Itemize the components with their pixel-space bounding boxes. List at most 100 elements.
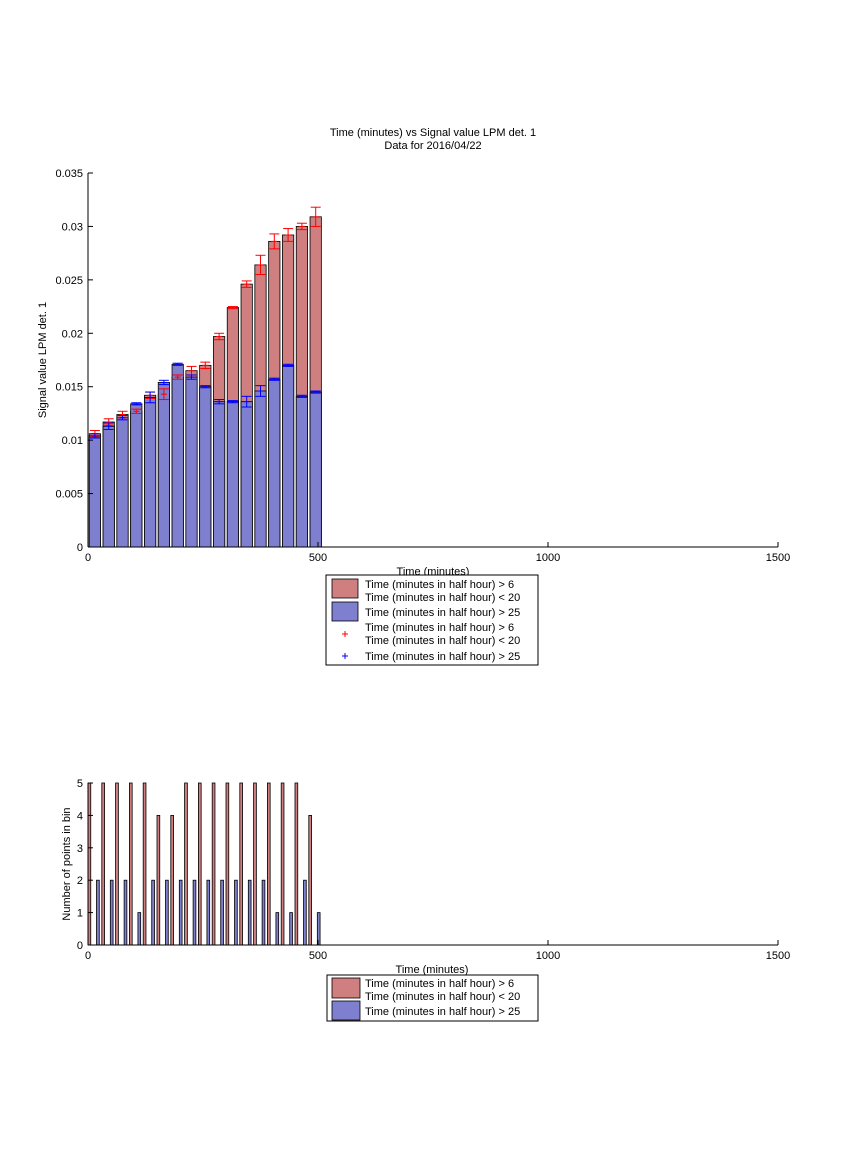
chart2-legend: Time (minutes in half hour) > 6 Time (mi… bbox=[326, 974, 539, 1022]
chart1-y-tick-label: 0.03 bbox=[62, 221, 83, 233]
chart1-bar-blue bbox=[268, 378, 281, 548]
chart1-bar-blue bbox=[130, 403, 143, 548]
chart1-errorbar-blue bbox=[255, 385, 266, 397]
chart1-errorbar-red bbox=[200, 361, 211, 370]
chart2-bar-blue bbox=[109, 879, 114, 946]
chart1-y-tick-label: 0.005 bbox=[55, 489, 83, 501]
chart1-x-tick-label: 1500 bbox=[766, 552, 790, 564]
chart2-bar-blue bbox=[303, 879, 307, 946]
chart2-legend-swatch-blue bbox=[331, 1000, 361, 1021]
chart1-errorbar-red bbox=[296, 222, 307, 231]
chart2-x-tick-label: 1000 bbox=[536, 950, 560, 962]
chart1-y-tick-label: 0.02 bbox=[62, 328, 83, 340]
chart2-bar-red bbox=[142, 782, 147, 946]
chart1-errorbar-red bbox=[172, 374, 183, 380]
chart2-bar-blue bbox=[123, 879, 128, 946]
chart1-bar-blue bbox=[240, 401, 253, 548]
chart2-bar-red bbox=[253, 782, 257, 946]
chart1-errorbar-blue bbox=[158, 379, 169, 386]
chart2-bar-red bbox=[211, 782, 216, 946]
chart1-bar-blue bbox=[282, 364, 295, 548]
chart1-y-tick-label: 0.015 bbox=[55, 382, 83, 394]
chart2-bar-red bbox=[170, 815, 174, 946]
chart1-y-tick-label: 0.01 bbox=[62, 435, 83, 447]
chart2-bar-blue bbox=[96, 879, 100, 946]
chart2-bar-blue bbox=[220, 879, 224, 946]
chart2-bar-blue bbox=[178, 879, 183, 946]
chart1-bars bbox=[88, 216, 322, 548]
chart1-bar-blue bbox=[88, 435, 101, 548]
chart2-y-tick-label: 1 bbox=[77, 908, 83, 920]
chart2-legend-label-blue: Time (minutes in half hour) > 25 bbox=[365, 1006, 520, 1018]
chart1-legend-label-red: Time (minutes in half hour) > 6 bbox=[365, 579, 514, 591]
chart1-legend-label-blue: Time (minutes in half hour) > 25 bbox=[365, 607, 520, 619]
chart2-bar-blue bbox=[165, 879, 169, 946]
chart1-legend-swatch-red bbox=[331, 578, 359, 599]
chart1-errorbar-blue bbox=[227, 400, 238, 404]
chart2-bar-red bbox=[280, 782, 285, 946]
chart1-bar-blue bbox=[102, 425, 115, 548]
chart2-axes: 0 500 1000 1500 0 1 2 3 4 5 bbox=[77, 778, 790, 962]
chart2-legend-swatch-red bbox=[331, 977, 361, 999]
chart2-x-tick-label: 0 bbox=[85, 950, 91, 962]
chart1-errorbar-red bbox=[158, 388, 169, 401]
chart1-legend-marker-label-blue: Time (minutes in half hour) > 25 bbox=[365, 651, 520, 663]
chart2-x-tick-label: 1500 bbox=[766, 950, 790, 962]
chart2-x-tick-label: 500 bbox=[309, 950, 327, 962]
chart2-bar-red bbox=[197, 782, 202, 946]
chart2-y-tick-label: 3 bbox=[77, 843, 83, 855]
chart1-errorbar-blue bbox=[200, 385, 211, 389]
chart2-y-tick-label: 2 bbox=[77, 875, 83, 887]
chart1-bar-blue bbox=[213, 401, 226, 548]
chart1-legend-marker-label-red-line2: Time (minutes in half hour) < 20 bbox=[365, 635, 520, 647]
chart2-bars bbox=[87, 782, 321, 946]
chart2-y-tick-label: 0 bbox=[77, 940, 83, 952]
chart1-errorbar-blue bbox=[117, 415, 128, 421]
chart2-bar-red bbox=[115, 782, 119, 946]
chart2-y-tick-label: 4 bbox=[77, 810, 83, 822]
chart2-legend-box bbox=[326, 974, 539, 1022]
chart1-errorbar-blue bbox=[103, 422, 114, 430]
chart1-errorbar-red bbox=[269, 233, 280, 250]
chart1-bar-blue bbox=[254, 390, 267, 548]
chart2-bar-red bbox=[294, 782, 299, 946]
chart1-errorbar-blue bbox=[310, 390, 321, 394]
chart1-errorbar-blue bbox=[186, 374, 197, 380]
chart2-bar-blue bbox=[261, 879, 266, 946]
chart2-bar-blue bbox=[247, 879, 252, 946]
chart2-bar-red bbox=[225, 782, 230, 946]
chart1-bar-blue bbox=[199, 386, 212, 548]
chart1-legend-box bbox=[325, 574, 539, 666]
chart1-legend-marker-blue bbox=[342, 653, 348, 659]
chart1-errorbar-red bbox=[310, 206, 321, 227]
chart1-y-tick-label: 0.035 bbox=[55, 168, 83, 180]
chart2-bar-blue bbox=[137, 912, 142, 946]
chart2-legend-label-red-line2: Time (minutes in half hour) < 20 bbox=[365, 991, 520, 1003]
chart1-errorbar-red bbox=[214, 332, 225, 341]
chart1-axes: 0 500 1000 1500 0 0.005 0.01 0.015 0.02 0.025 0.03… bbox=[55, 168, 790, 564]
chart1-bar-blue bbox=[144, 396, 157, 548]
chart1-bar-blue bbox=[185, 376, 198, 548]
chart2-bar-blue bbox=[151, 879, 155, 946]
chart1-errorbar-blue bbox=[89, 433, 100, 439]
chart1-legend-marker-label-red: Time (minutes in half hour) > 6 bbox=[365, 622, 514, 634]
chart2-bar-blue bbox=[192, 879, 197, 946]
chart1-errorbar-blue bbox=[283, 363, 294, 367]
chart1-legend-swatch-blue bbox=[331, 601, 359, 622]
chart1-errorbar-blue bbox=[296, 394, 307, 398]
chart1-bar-blue bbox=[226, 401, 239, 548]
chart2-bar-red bbox=[156, 815, 161, 946]
chart2-bar-red bbox=[184, 782, 188, 946]
chart1-title: Time (minutes) vs Signal value LPM det. … bbox=[330, 127, 536, 139]
chart1-bar-blue bbox=[171, 363, 184, 548]
chart1-errorbar-red bbox=[227, 306, 238, 310]
chart2-bar-red bbox=[101, 782, 105, 946]
chart2-ylabel: Number of points in bin bbox=[61, 807, 73, 920]
chart1-legend: Time (minutes in half hour) > 6 Time (mi… bbox=[325, 574, 539, 666]
chart1-x-tick-label: 0 bbox=[85, 552, 91, 564]
chart2-bar-blue bbox=[234, 879, 238, 946]
chart1-y-tick-label: 0.025 bbox=[55, 275, 83, 287]
chart1-legend-marker-red bbox=[342, 631, 348, 637]
chart2-bar-blue bbox=[275, 912, 280, 946]
